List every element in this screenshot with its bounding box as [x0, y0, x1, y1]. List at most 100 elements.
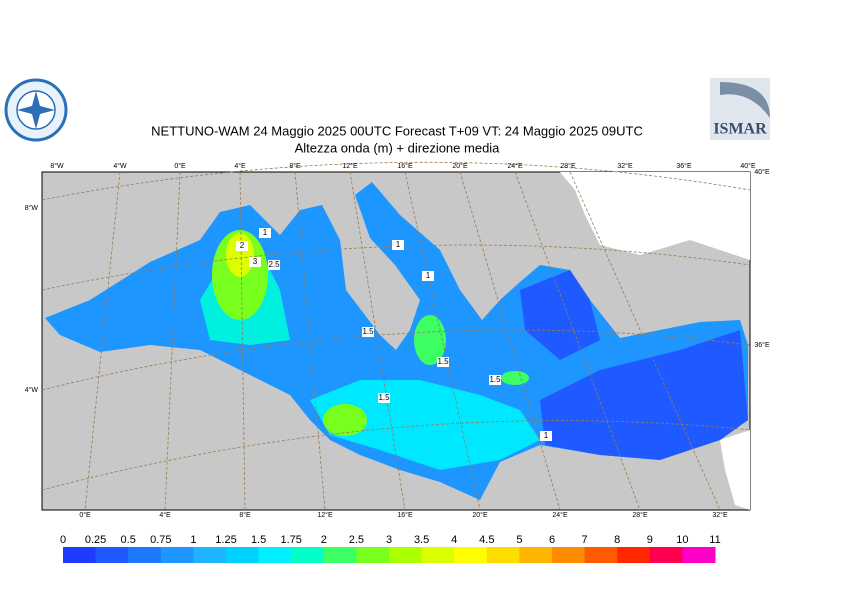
contour-label: 1 — [396, 240, 401, 249]
logo-right: ISMAR — [710, 78, 770, 140]
lon-label: 20°E — [472, 511, 488, 519]
colorbar-label: 2 — [321, 534, 327, 546]
sea-area — [540, 330, 748, 460]
lon-label: 0°E — [79, 511, 91, 519]
colorbar-label: 6 — [549, 534, 555, 546]
colorbar-label: 8 — [614, 534, 620, 546]
lon-label: 24°E — [507, 162, 523, 170]
outside-area — [560, 172, 750, 260]
colorbar-box — [63, 547, 97, 563]
sea-area — [323, 404, 367, 436]
lon-label: 32°E — [617, 162, 633, 170]
lon-label: 4°E — [159, 511, 171, 519]
contour-label-bg — [392, 240, 404, 250]
colorbar-box — [323, 547, 357, 563]
sea-area — [310, 380, 540, 470]
contour-label: 1.5 — [489, 375, 501, 384]
lat-label: 4°W — [25, 386, 39, 394]
lon-label: 0°E — [174, 162, 186, 170]
graticule — [41, 161, 751, 511]
logo-left — [4, 78, 68, 142]
lon-label: 16°E — [397, 162, 413, 170]
lon-label: 32°E — [712, 511, 728, 519]
colorbar-label: 11 — [709, 534, 720, 546]
contour-label-bg — [268, 260, 280, 270]
sea-area — [226, 233, 254, 277]
lon-label: 40°E — [740, 162, 756, 170]
colorbar-label: 2.5 — [349, 534, 364, 546]
contour-label-bg — [259, 228, 271, 238]
subtitle: Altezza onda (m) + direzione media — [295, 140, 501, 155]
lat-label: 40°E — [754, 168, 770, 176]
colorbar-box — [193, 547, 227, 563]
colorbar-label: 4.5 — [479, 534, 494, 546]
colorbar-box — [291, 547, 325, 563]
contour-label-bg — [540, 431, 552, 441]
lon-label: 4°E — [234, 162, 246, 170]
contour-label: 2.5 — [268, 260, 280, 269]
contour-label: 2 — [240, 241, 245, 250]
contour-label-bg — [422, 271, 434, 281]
colorbar-label: 7 — [582, 534, 588, 546]
colorbar-label: 0.75 — [150, 534, 171, 546]
lon-label: 16°E — [397, 511, 413, 519]
colorbar-label: 3 — [386, 534, 392, 546]
contour-label: 1 — [544, 431, 549, 440]
lon-label: 28°E — [560, 162, 576, 170]
colorbar-box — [486, 547, 520, 563]
colorbar-box — [128, 547, 162, 563]
colorbar-box — [649, 547, 683, 563]
colorbar-label: 4 — [451, 534, 457, 546]
contour-label: 3 — [253, 257, 258, 266]
colorbar-label: 1.5 — [251, 534, 266, 546]
sea-area — [414, 315, 446, 365]
title: NETTUNO-WAM 24 Maggio 2025 00UTC Forecas… — [151, 123, 643, 138]
colorbar-box — [389, 547, 423, 563]
lon-label: 20°E — [452, 162, 468, 170]
colorbar-label: 10 — [676, 534, 688, 546]
colorbar-box — [356, 547, 390, 563]
lon-label: 36°E — [676, 162, 692, 170]
lon-label: 12°E — [342, 162, 358, 170]
colorbar-label: 0.5 — [121, 534, 136, 546]
contour-label: 1.5 — [362, 327, 374, 336]
colorbar-box — [160, 547, 194, 563]
lon-label: 12°E — [317, 511, 333, 519]
lon-label: 8°E — [239, 511, 251, 519]
colorbar-label: 0.25 — [85, 534, 106, 546]
colorbar-box — [682, 547, 716, 563]
lon-label: 28°E — [632, 511, 648, 519]
contour-label-bg — [249, 257, 261, 267]
colorbar-box — [552, 547, 586, 563]
contour-label: 1.5 — [378, 393, 390, 402]
colorbar-box — [584, 547, 618, 563]
contour-label-bg — [437, 357, 449, 367]
colorbar-box — [421, 547, 455, 563]
outside-area — [720, 430, 750, 510]
lat-label: 8°W — [25, 204, 39, 212]
lon-label: 4°W — [113, 162, 127, 170]
contour-label: 1 — [263, 228, 268, 237]
contour-label-bg — [378, 393, 390, 403]
contour-label-bg — [362, 327, 374, 337]
colorbar: 0 0.25 0.5 0.75 1 1.25 1.5 1.75 2 2.5 3 3.5 4 4.5 5 6 7 8… — [60, 534, 721, 563]
lon-label: 8°E — [289, 162, 301, 170]
map: 8°W 4°W 0°E 4°E 8°E 12°E 16°E 20°E 24°E 28°E 32°E 3… — [25, 162, 770, 519]
colorbar-label: 1.25 — [215, 534, 236, 546]
colorbar-box — [226, 547, 260, 563]
colorbar-label: 1.75 — [280, 534, 301, 546]
contour-label: 1.5 — [437, 357, 449, 366]
colorbar-box — [258, 547, 292, 563]
colorbar-box — [617, 547, 651, 563]
colorbar-box — [519, 547, 553, 563]
colorbar-box — [95, 547, 129, 563]
colorbar-box — [454, 547, 488, 563]
lon-label: 24°E — [552, 511, 568, 519]
colorbar-label: 5 — [516, 534, 522, 546]
contour-label: 1 — [426, 271, 431, 280]
logo-text: ISMAR — [713, 121, 767, 138]
sea-area — [520, 270, 600, 360]
contour-label-bg — [489, 375, 501, 385]
colorbar-label: 0 — [60, 534, 66, 546]
